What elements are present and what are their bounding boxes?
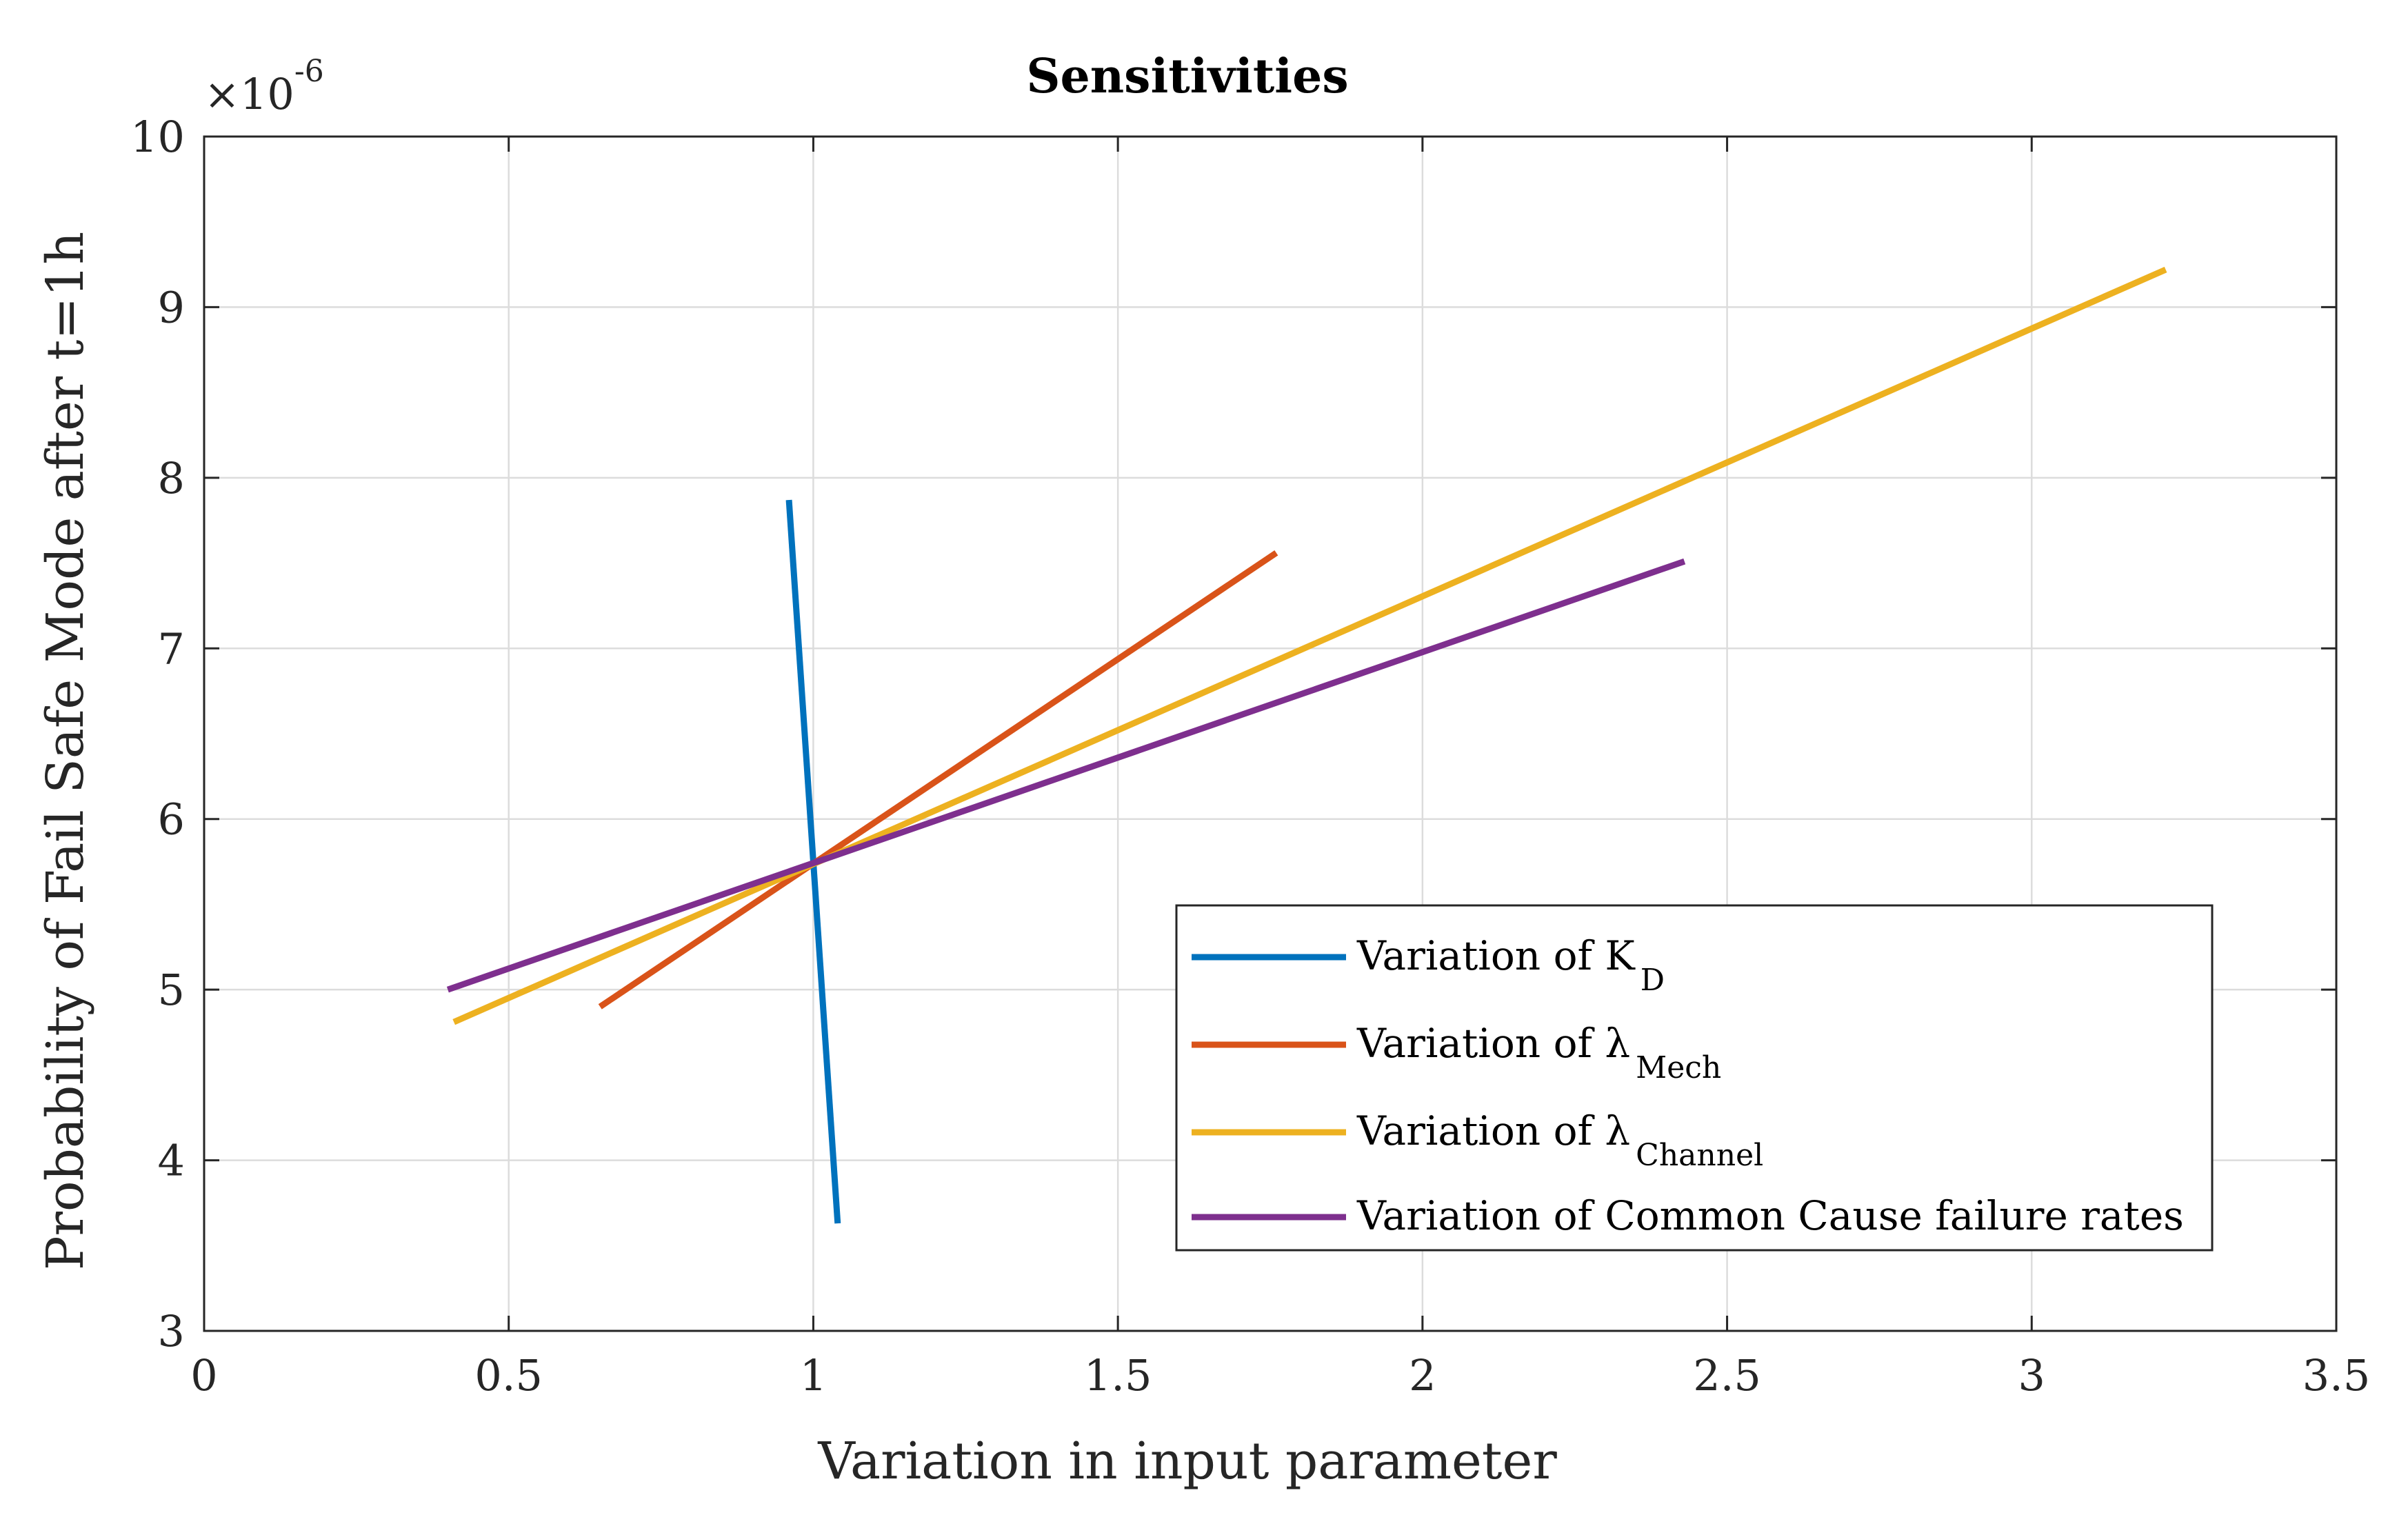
y-multiplier: ×10-6 xyxy=(204,54,324,119)
y-tick-label: 8 xyxy=(158,453,185,503)
series-layer xyxy=(446,266,2167,1224)
legend-entry-subscript: Channel xyxy=(1636,1138,1763,1173)
y-tick-label: 7 xyxy=(158,623,185,674)
legend-entry-4: Variation of Common Cause failure rates xyxy=(1356,1192,2184,1239)
y-tick-label: 10 xyxy=(130,112,185,162)
legend-entry-label: Variation of Common Cause failure rates xyxy=(1356,1192,2184,1239)
y-tick-label: 6 xyxy=(158,794,185,845)
legend-entry-label: Variation of K xyxy=(1356,932,1636,979)
grid-layer xyxy=(204,137,2336,1331)
y-multiplier-base: ×10 xyxy=(204,69,294,119)
legend-entry-1: Variation of KD xyxy=(1356,932,1665,998)
y-axis-label: Probability of Fail Safe Mode after t=1h xyxy=(36,232,95,1270)
series-line-3 xyxy=(452,266,2167,1025)
legend-entry-2: Variation of λMech xyxy=(1356,1020,1721,1085)
y-tick-label: 5 xyxy=(158,965,185,1015)
legend-box xyxy=(1175,904,2214,1252)
x-tick-label: 2 xyxy=(1409,1350,1436,1401)
legend-entry-label: Variation of λ xyxy=(1356,1107,1630,1154)
x-tick-label: 3.5 xyxy=(2302,1350,2371,1401)
legend-entry-3: Variation of λChannel xyxy=(1356,1107,1763,1173)
x-tick-label: 0.5 xyxy=(474,1350,543,1401)
x-tick-label: 1 xyxy=(800,1350,827,1401)
x-axis-label: Variation in input parameter xyxy=(817,1432,1557,1491)
y-tick-label: 9 xyxy=(158,282,185,332)
y-tick-label: 4 xyxy=(158,1136,185,1186)
x-tick-label: 1.5 xyxy=(1084,1350,1152,1401)
legend-entry-subscript: D xyxy=(1641,963,1665,998)
tick-labels: 0 0.5 1 1.5 2 2.5 3 3.5 3 4 5 6 7 8 9 10 xyxy=(130,112,2370,1401)
legend-entry-label: Variation of λ xyxy=(1356,1020,1630,1067)
series-line-4 xyxy=(446,558,1686,993)
series-line-2 xyxy=(598,550,1278,1010)
plot-frame xyxy=(203,135,2338,1332)
y-multiplier-exponent: -6 xyxy=(294,54,324,89)
legend-entry-subscript: Mech xyxy=(1636,1050,1721,1085)
axes-layer xyxy=(203,135,2338,1332)
x-tick-label: 2.5 xyxy=(1693,1350,1761,1401)
chart-title: Sensitivities xyxy=(1026,49,1348,104)
y-tick-label: 3 xyxy=(158,1306,185,1356)
x-tick-label: 0 xyxy=(190,1350,217,1401)
x-tick-label: 3 xyxy=(2018,1350,2045,1401)
